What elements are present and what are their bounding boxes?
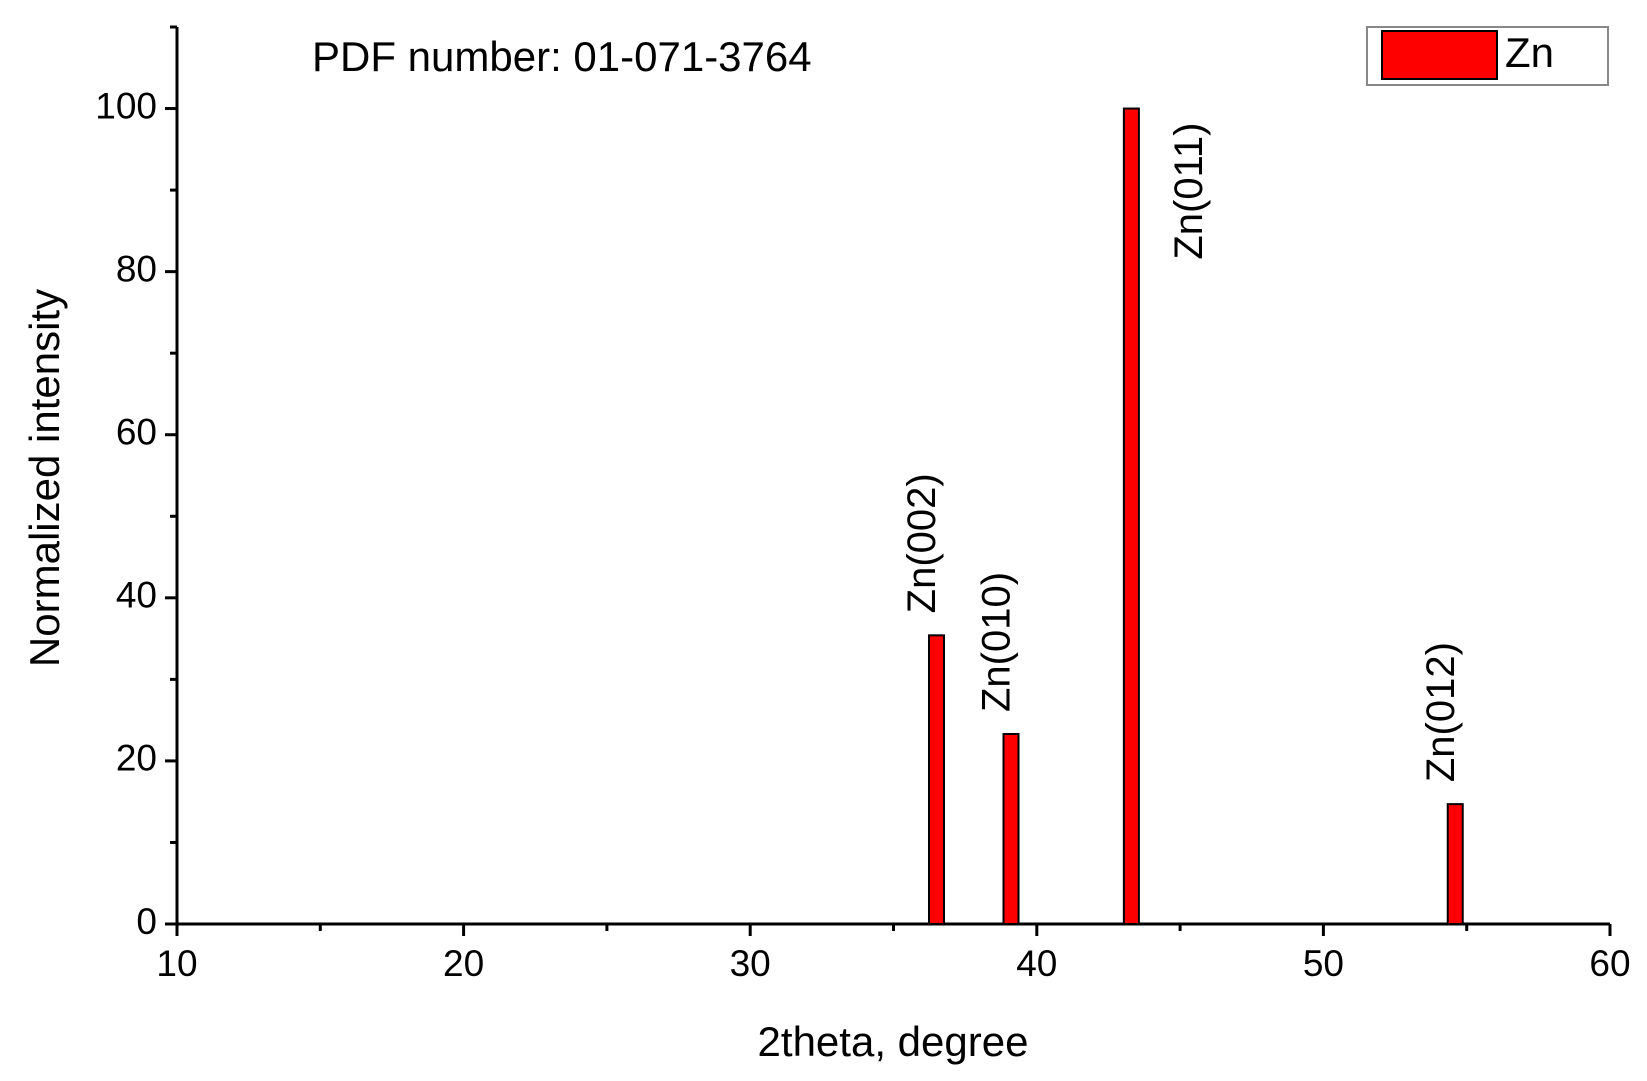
y-tick-label: 0 xyxy=(136,901,157,942)
y-tick-label: 80 xyxy=(116,248,157,289)
legend-swatch xyxy=(1381,30,1498,80)
peak-label: Zn(010) xyxy=(975,572,1019,712)
x-tick-label: 50 xyxy=(1303,943,1344,984)
y-axis-title: Normalized intensity xyxy=(21,289,68,667)
x-tick-label: 40 xyxy=(1016,943,1057,984)
peak-label: Zn(011) xyxy=(1167,123,1211,260)
annotation: PDF number: 01-071-3764 xyxy=(312,33,812,80)
y-tick-label: 40 xyxy=(116,575,157,616)
y-tick-label: 100 xyxy=(95,85,157,126)
x-tick-label: 20 xyxy=(443,943,484,984)
peak-label: Zn(012) xyxy=(1419,642,1463,782)
x-tick-label: 10 xyxy=(156,943,197,984)
y-tick-label: 20 xyxy=(116,738,157,779)
peak-label: Zn(002) xyxy=(900,473,944,613)
bar xyxy=(1446,803,1464,925)
bar xyxy=(1122,107,1140,925)
y-tick-label: 60 xyxy=(116,412,157,453)
legend-label: Zn xyxy=(1505,29,1554,76)
bar xyxy=(927,634,945,925)
bar xyxy=(1002,732,1020,925)
x-tick-label: 30 xyxy=(730,943,771,984)
x-axis-title: 2theta, degree xyxy=(758,1018,1029,1065)
x-tick-label: 60 xyxy=(1589,943,1630,984)
